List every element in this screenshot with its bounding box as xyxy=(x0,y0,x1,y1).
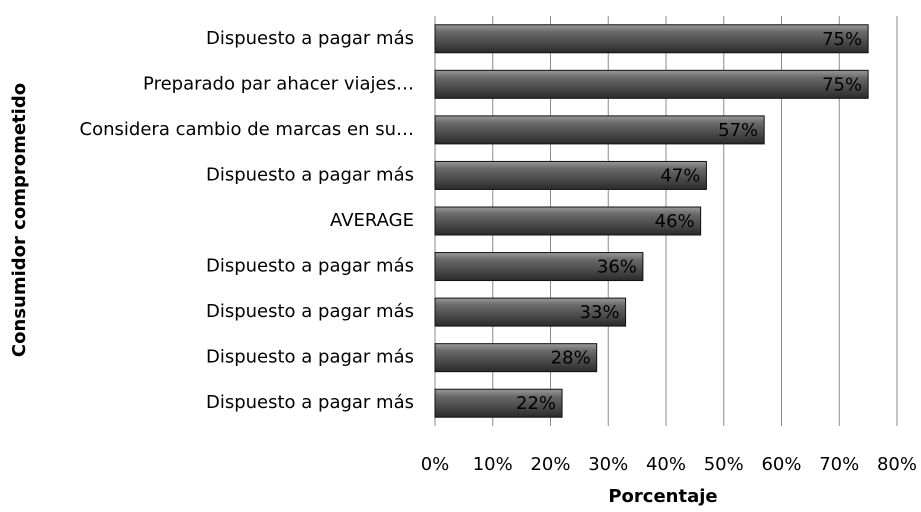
y-tick-label: Considera cambio de marcas en su… xyxy=(80,119,414,140)
bar xyxy=(434,160,707,190)
data-label: 47% xyxy=(660,165,700,186)
data-label: 22% xyxy=(516,393,556,414)
bar xyxy=(434,297,627,327)
x-tick-label: 60% xyxy=(761,454,801,475)
x-tick-label: 50% xyxy=(704,454,744,475)
data-label: 75% xyxy=(822,29,862,50)
bar xyxy=(434,115,765,145)
y-tick-label: AVERAGE xyxy=(330,210,414,231)
data-label: 46% xyxy=(655,211,695,232)
bar xyxy=(434,69,869,99)
y-tick-label: Dispuesto a pagar más xyxy=(206,392,414,413)
y-tick-label: Dispuesto a pagar más xyxy=(206,301,414,322)
x-tick-label: 20% xyxy=(530,454,570,475)
x-tick-label: 30% xyxy=(588,454,628,475)
y-axis-title: Consumidor comprometido xyxy=(9,83,30,357)
bar xyxy=(434,388,563,418)
y-tick-label: Dispuesto a pagar más xyxy=(206,347,414,368)
data-label: 57% xyxy=(718,120,758,141)
y-tick-label: Dispuesto a pagar más xyxy=(206,256,414,277)
x-tick-label: 70% xyxy=(819,454,859,475)
bar xyxy=(434,24,869,54)
data-label: 75% xyxy=(822,74,862,95)
data-label: 28% xyxy=(551,348,591,369)
bar xyxy=(434,252,644,282)
x-tick-label: 0% xyxy=(421,454,450,475)
y-tick-label: Dispuesto a pagar más xyxy=(206,164,414,185)
data-label: 33% xyxy=(580,302,620,323)
y-tick-label: Preparado par ahacer viajes… xyxy=(143,73,414,94)
x-axis-title: Porcentaje xyxy=(608,486,717,507)
bar xyxy=(434,206,702,236)
x-tick-label: 40% xyxy=(646,454,686,475)
y-tick-label: Dispuesto a pagar más xyxy=(206,28,414,49)
bar xyxy=(434,343,598,373)
data-label: 36% xyxy=(597,257,637,278)
x-tick-label: 80% xyxy=(877,454,917,475)
x-tick-label: 10% xyxy=(473,454,513,475)
